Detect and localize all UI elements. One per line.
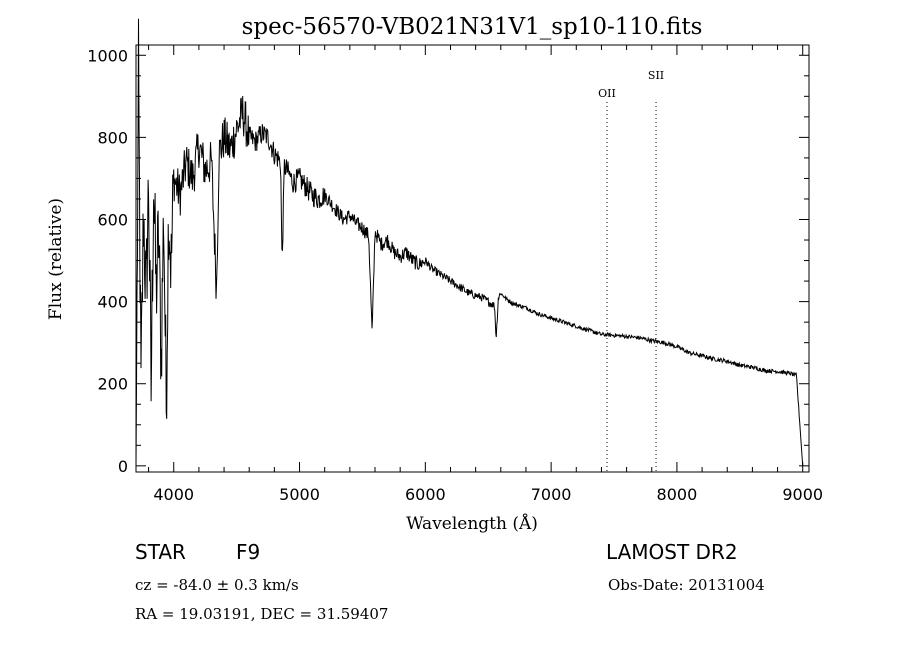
x-tick-label: 8000 [657,485,698,504]
x-tick-label: 6000 [405,485,446,504]
y-tick-label: 400 [97,293,128,312]
x-tick-label: 4000 [153,485,194,504]
redshift-text: cz = -84.0 ± 0.3 km/s [135,576,299,594]
tick-labels: 4000 5000 6000 7000 8000 9000 0 200 400 600 800 100… [87,46,823,504]
x-tick-label: 7000 [531,485,572,504]
obs-date-text: Obs-Date: 20131004 [608,576,765,594]
survey-name: LAMOST DR2 [606,540,738,564]
chart-title: spec-56570-VB021N31V1_sp10-110.fits [242,14,703,40]
x-axis-label: Wavelength (Å) [406,513,538,534]
y-tick-label: 800 [97,128,128,147]
plot-frame [135,44,810,473]
spectrum-series-line [135,18,804,466]
y-tick-label: 600 [97,210,128,229]
y-tick-label: 200 [97,375,128,394]
x-tick-label: 9000 [782,485,823,504]
y-tick-label: 1000 [87,46,128,65]
tick-marks [136,45,809,472]
info-panel: STAR F9 LAMOST DR2 cz = -84.0 ± 0.3 km/s… [135,540,765,623]
object-class: STAR [135,540,186,564]
y-axis-label: Flux (relative) [46,198,66,320]
spectral-subclass: F9 [236,540,260,564]
emission-line-markers: OII SII [598,69,664,472]
coordinates-text: RA = 19.03191, DEC = 31.59407 [135,605,388,623]
emission-line-label: SII [648,69,664,82]
emission-line-label: OII [598,87,616,100]
plot-area: OII SII [135,18,810,473]
x-tick-label: 5000 [279,485,320,504]
y-tick-label: 0 [118,457,128,476]
